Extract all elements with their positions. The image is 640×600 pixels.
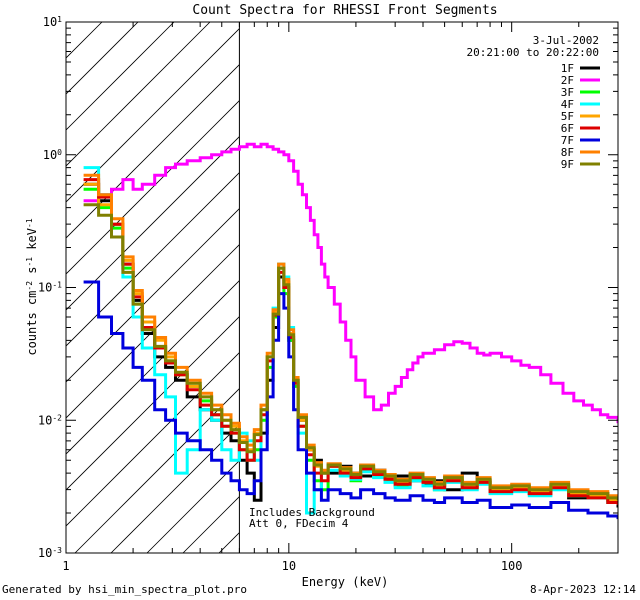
annotation-attenuator: Att 0, FDecim 4 — [249, 517, 349, 530]
y-label-exp1: -2 — [25, 281, 34, 291]
y-axis-label: counts cm-2 s-1 keV-1 — [25, 218, 40, 355]
y-tick-label: 10-3 — [38, 546, 62, 561]
series-layer — [83, 142, 618, 520]
date-label: 3-Jul-2002 — [533, 34, 599, 47]
legend-label-8F: 8F — [561, 146, 574, 159]
legend-label-7F: 7F — [561, 134, 574, 147]
x-tick-label-1: 1 — [62, 559, 69, 573]
legend-label-3F: 3F — [561, 86, 574, 99]
axis-ticks — [65, 21, 619, 554]
hatch-lines — [66, 22, 240, 553]
legend-label-1F: 1F — [561, 62, 574, 75]
y-label-base: counts cm — [25, 291, 39, 356]
legend-label-4F: 4F — [561, 98, 574, 111]
series-line-7F — [83, 280, 618, 520]
x-tick-label-100: 100 — [501, 559, 523, 573]
legend-label-9F: 9F — [561, 158, 574, 171]
hatched-region — [66, 22, 240, 553]
y-label-exp3: -1 — [25, 218, 34, 228]
chart-title: Count Spectra for RHESSI Front Segments — [192, 3, 497, 18]
y-tick-label: 101 — [43, 15, 62, 30]
legend-label-2F: 2F — [561, 74, 574, 87]
legend-label-5F: 5F — [561, 110, 574, 123]
legend-label-6F: 6F — [561, 122, 574, 135]
annotation-background: Includes Background — [249, 506, 375, 519]
y-label-exp2: -1 — [25, 257, 34, 267]
series-line-9F — [83, 203, 618, 501]
series-line-8F — [83, 173, 618, 498]
y-tick-label: 100 — [43, 147, 62, 162]
footer-generated-by: Generated by hsi_min_spectra_plot.pro — [2, 583, 248, 596]
x-tick-label-10: 10 — [282, 559, 296, 573]
y-tick-label: 10-1 — [38, 280, 62, 295]
series-line-2F — [83, 142, 618, 424]
x-axis-label: Energy (keV) — [302, 575, 389, 589]
tick-marks — [65, 21, 619, 554]
y-tick-label: 10-2 — [38, 413, 62, 428]
y-label-mid1: s — [25, 267, 39, 281]
x-tick-labels: 1 10 100 — [62, 559, 522, 573]
footer-date: 8-Apr-2023 12:14 — [530, 583, 636, 596]
y-tick-labels: 10-3 10-2 10-1 100 101 — [38, 15, 62, 561]
y-label-mid2: keV — [25, 228, 39, 257]
time-range-label: 20:21:00 to 20:22:00 — [467, 46, 599, 59]
